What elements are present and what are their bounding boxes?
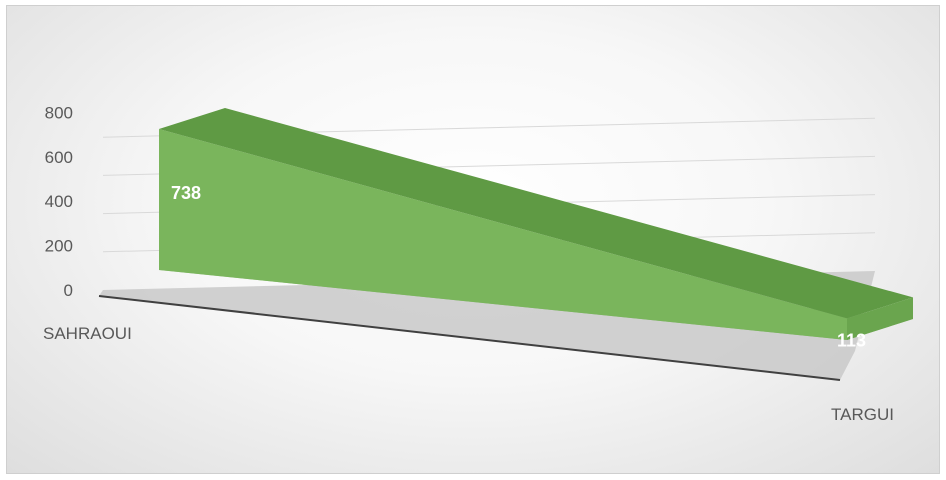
- y-tick-label: 400: [45, 192, 73, 211]
- x-category-label: TARGUI: [831, 405, 894, 424]
- area-chart-3d: 0 200 400 600 800 SAHRAOUI TARGUI 738 113: [43, 103, 913, 424]
- data-label: 113: [837, 330, 866, 350]
- x-axis-categories: SAHRAOUI TARGUI: [43, 324, 894, 424]
- y-tick-label: 800: [45, 103, 73, 122]
- area-end-face: [847, 297, 913, 340]
- chart-area: 0 200 400 600 800 SAHRAOUI TARGUI 738 113: [6, 5, 940, 474]
- y-tick-label: 600: [45, 148, 73, 167]
- x-category-label: SAHRAOUI: [43, 324, 132, 343]
- y-axis-ticks: 0 200 400 600 800: [45, 103, 73, 300]
- series-area: [159, 108, 913, 340]
- y-tick-label: 0: [64, 281, 73, 300]
- x-axis-line: [98, 295, 841, 381]
- data-label: 738: [171, 183, 201, 203]
- data-labels: 738 113: [171, 183, 866, 350]
- area-top-face: [159, 108, 913, 319]
- y-tick-label: 200: [45, 237, 73, 256]
- area-front-face: [159, 129, 847, 340]
